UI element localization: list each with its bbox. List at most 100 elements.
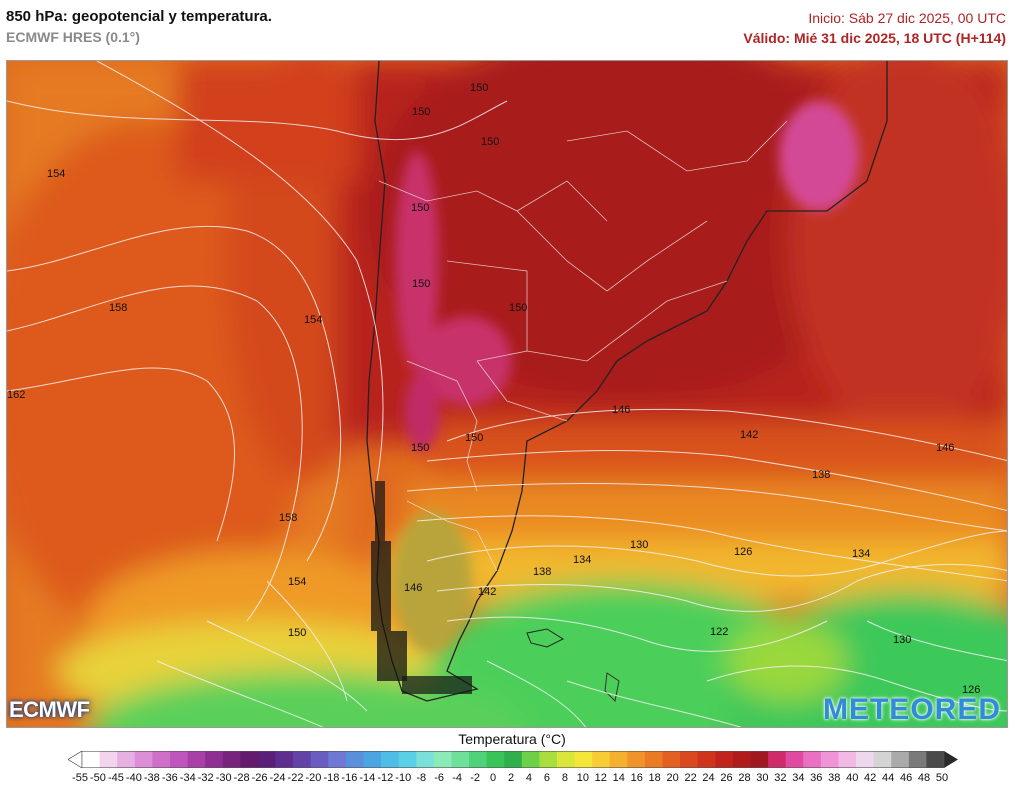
legend-swatch <box>680 751 699 768</box>
legend-swatch <box>820 751 839 768</box>
legend-title: Temperatura (°C) <box>458 731 566 747</box>
legend-tick-label: -20 <box>305 772 322 784</box>
legend-arrow-low <box>68 751 83 768</box>
contour-label: 134 <box>852 548 870 560</box>
legend-tick-label: -4 <box>452 772 463 784</box>
legend-ticks: -55 -50 -45 -40 -38 -36 -34 -32 -30 -28 -26 -24 -22-… <box>66 772 956 786</box>
map-title: 850 hPa: geopotencial y temperatura. <box>6 8 272 25</box>
legend-swatch <box>293 751 312 768</box>
legend-tick-label: 46 <box>899 772 913 784</box>
legend-tick-label: -36 <box>161 772 178 784</box>
legend-swatch <box>486 751 505 768</box>
legend-tick-label: -30 <box>215 772 232 784</box>
contour-label: 162 <box>7 389 25 401</box>
geopotential-contours <box>7 61 1007 727</box>
legend-tick-label: 24 <box>702 772 715 784</box>
contour-label: 130 <box>893 634 911 646</box>
legend-tick-label: -22 <box>287 772 304 784</box>
legend-tick-label: 2 <box>507 772 515 784</box>
legend-swatch <box>398 751 417 768</box>
legend-swatch <box>609 751 628 768</box>
header-left: 850 hPa: geopotencial y temperatura. ECM… <box>6 8 272 48</box>
contour-label: 146 <box>612 404 630 416</box>
legend-tick-label: -6 <box>434 772 445 784</box>
legend-tick-label: 10 <box>576 772 589 784</box>
legend-tick-label: -18 <box>323 772 340 784</box>
legend-swatch <box>574 751 593 768</box>
legend-swatch <box>662 751 681 768</box>
falkland-islands <box>526 628 565 648</box>
legend-tick-label: 30 <box>756 772 769 784</box>
contour-label: 150 <box>481 136 499 148</box>
legend-tick-label: -10 <box>395 772 412 784</box>
legend-tick-label: 36 <box>810 772 823 784</box>
legend-tick-label: 18 <box>648 772 661 784</box>
legend-swatch <box>592 751 611 768</box>
legend-tick-label: -14 <box>359 772 376 784</box>
legend-swatch <box>187 751 206 768</box>
legend-tick-label: 34 <box>792 772 805 784</box>
legend-tick-label: -32 <box>197 772 214 784</box>
chile-archipelago <box>371 481 472 694</box>
legend-swatch <box>926 751 945 768</box>
contour-label: 150 <box>509 302 527 314</box>
legend-swatch <box>521 751 540 768</box>
legend-swatch <box>504 751 523 768</box>
legend-swatch <box>750 751 769 768</box>
legend-tick-label: -24 <box>269 772 286 784</box>
legend-swatch <box>240 751 259 768</box>
contour-label: 130 <box>630 539 648 551</box>
contour-label: 154 <box>304 314 322 326</box>
legend-swatch <box>205 751 224 768</box>
legend-swatch <box>891 751 910 768</box>
contour-label: 138 <box>812 469 830 481</box>
legend-tick-label: 50 <box>935 772 949 784</box>
legend-swatch <box>345 751 364 768</box>
contour-label: 138 <box>533 566 551 578</box>
contour-label: 150 <box>412 278 430 290</box>
meteored-logo: METEORED <box>822 693 1001 726</box>
legend-swatch <box>732 751 751 768</box>
legend-swatch <box>275 751 294 768</box>
legend-swatch <box>328 751 347 768</box>
legend-tick-label: 22 <box>684 772 697 784</box>
legend-swatch <box>310 751 329 768</box>
legend-swatch <box>363 751 382 768</box>
legend-swatch <box>697 751 716 768</box>
contour-label: 146 <box>936 442 954 454</box>
weather-map: 150 150 150 154 150 158 154 150 150 162 150 150 146 1… <box>6 60 1008 728</box>
contour-label: 154 <box>47 168 65 180</box>
contour-label: 134 <box>573 554 591 566</box>
contour-label: 150 <box>465 432 483 444</box>
legend-swatch <box>908 751 927 768</box>
legend-tick-label: 38 <box>828 772 841 784</box>
contour-label: 150 <box>288 627 306 639</box>
legend-swatch <box>152 751 171 768</box>
hot-spots <box>392 101 859 651</box>
legend-tick-label: 8 <box>561 772 568 784</box>
contour-label: 150 <box>470 82 488 94</box>
legend-tick-label: -34 <box>179 772 196 784</box>
contour-label: 150 <box>412 106 430 118</box>
legend-swatch <box>82 751 100 768</box>
legend-tick-label: -45 <box>107 772 124 784</box>
legend-tick-label: -16 <box>341 772 358 784</box>
ecmwf-logo-text: ECMWF <box>9 697 90 722</box>
legend-tick-label: 6 <box>543 772 550 784</box>
legend-tick-label: 0 <box>489 772 497 784</box>
legend-tick-label: -40 <box>125 772 142 784</box>
legend-tick-label: -55 <box>72 772 88 784</box>
legend-tick-label: 20 <box>666 772 679 784</box>
init-time: Inicio: Sáb 27 dic 2025, 00 UTC <box>808 10 1006 26</box>
contour-label: 126 <box>962 684 980 696</box>
temperature-color-bar <box>68 751 958 768</box>
legend-tick-label: 48 <box>917 772 931 784</box>
legend-swatch <box>433 751 452 768</box>
map-canvas: 150 150 150 154 150 158 154 150 150 162 150 150 146 1… <box>7 61 1007 727</box>
legend-tick-label: 4 <box>525 772 533 784</box>
legend-tick-label: 40 <box>846 772 859 784</box>
legend-swatch <box>539 751 558 768</box>
legend-tick-label: -8 <box>416 772 427 784</box>
legend-swatch <box>134 751 153 768</box>
contour-label: 122 <box>710 626 728 638</box>
